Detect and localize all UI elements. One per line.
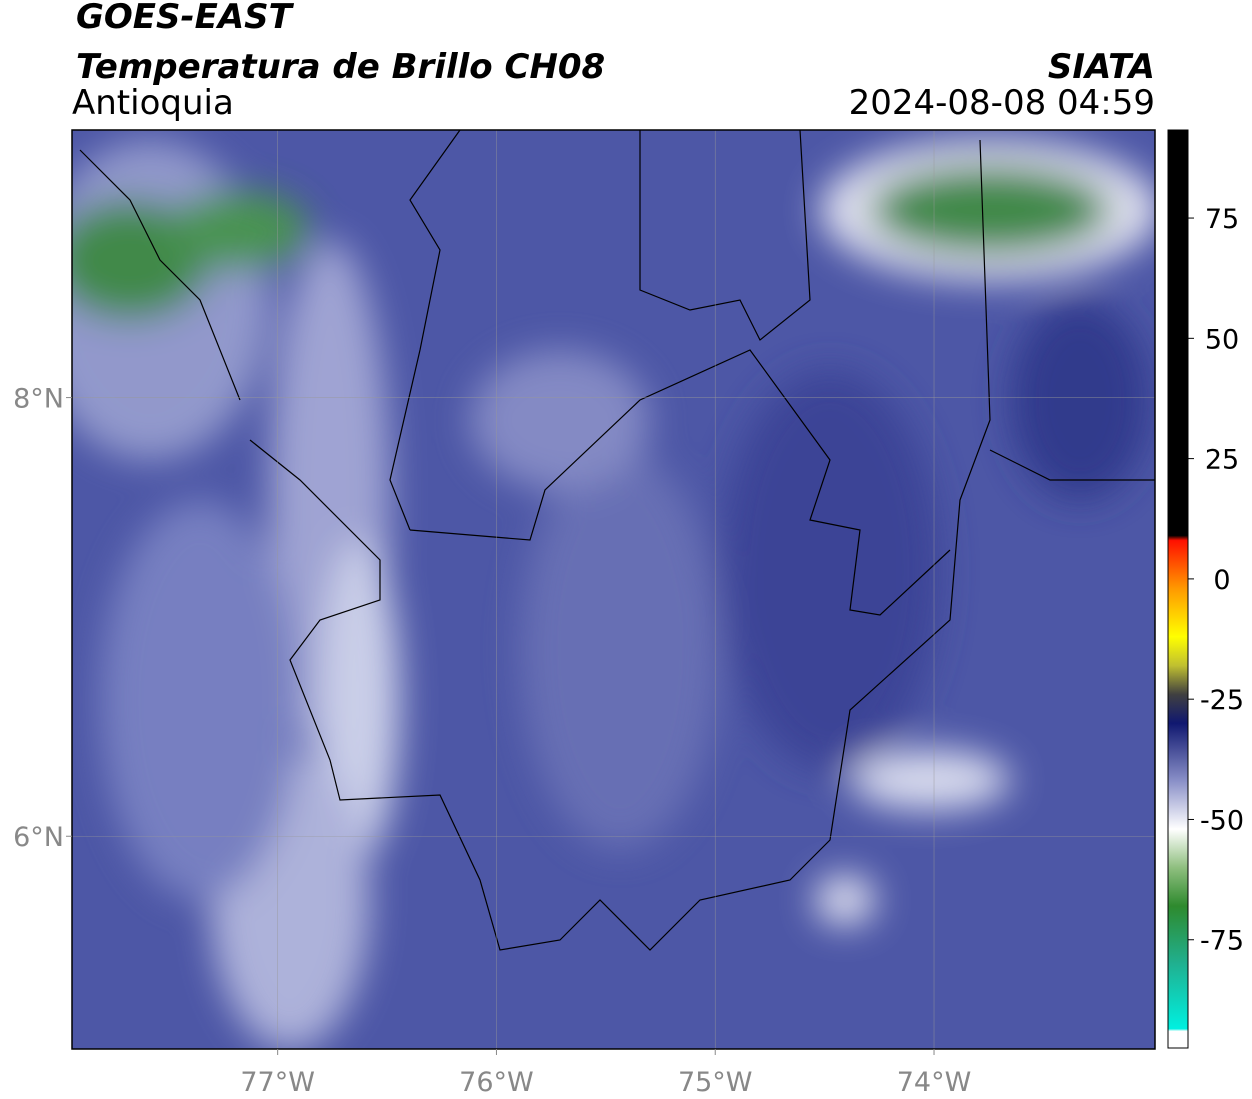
colorbar-tick-label: 0 [1213, 565, 1230, 596]
colorbar-tick-label: -25 [1200, 685, 1244, 716]
colorbar-tick-label: 50 [1205, 324, 1239, 355]
lon-tick-label: 76°W [459, 1067, 534, 1098]
colorbar-tick-label: -75 [1200, 926, 1244, 957]
source: SIATA [1048, 47, 1155, 87]
lon-tick-label: 75°W [678, 1067, 753, 1098]
lon-tick-label: 74°W [897, 1067, 972, 1098]
colorbar-tick-label: -50 [1200, 805, 1244, 836]
lat-tick-label: 8°N [13, 384, 64, 415]
subtitle: Temperatura de Brillo CH08 [76, 47, 605, 87]
datetime: 2024-08-08 04:59 [849, 83, 1155, 123]
region: Antioquia [72, 83, 234, 123]
colorbar-tick-label: 25 [1205, 445, 1239, 476]
lat-tick-label: 6°N [13, 822, 64, 853]
title: GOES-EAST [76, 0, 295, 37]
colorbar-tick-label: 75 [1205, 204, 1239, 235]
colorbar [1167, 129, 1189, 1049]
map-frame [71, 129, 1156, 1050]
map-image [72, 130, 1155, 1049]
lon-tick-label: 77°W [240, 1067, 315, 1098]
